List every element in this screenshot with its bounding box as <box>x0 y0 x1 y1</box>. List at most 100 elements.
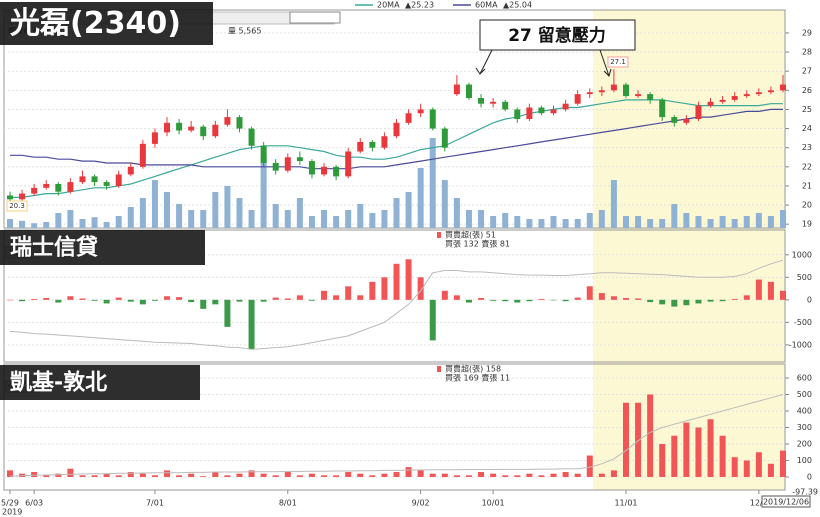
y-tick-label: 21 <box>802 181 812 190</box>
legend-value: ▲25.04 <box>503 1 532 10</box>
candle-body <box>659 99 666 118</box>
x-tick-label: 8/01 <box>279 499 297 508</box>
candle-body <box>272 162 279 171</box>
candle-body <box>502 101 509 110</box>
volume-bar <box>284 210 291 228</box>
y-tick-label: 500 <box>797 390 812 399</box>
bar <box>79 298 86 300</box>
candle-body <box>176 122 183 131</box>
x-tick-label: 6/03 <box>25 499 43 508</box>
y-tick-label: 26 <box>802 86 812 95</box>
y-tick-label: 25 <box>802 105 812 114</box>
volume-bar <box>212 192 219 228</box>
volume-bar <box>79 219 86 228</box>
candle-body <box>695 105 702 119</box>
volume-bar <box>465 210 472 228</box>
bar <box>417 277 424 300</box>
y-tick-label: 22 <box>802 162 812 171</box>
volume-bar <box>659 219 666 228</box>
bar <box>19 299 26 302</box>
candle-body <box>393 122 400 137</box>
candle-body <box>441 128 448 148</box>
date-box <box>761 495 811 508</box>
volume-bar <box>405 192 412 228</box>
bar <box>31 472 38 477</box>
volume-bar <box>200 210 207 228</box>
period-select[interactable] <box>289 11 341 24</box>
volume-bar <box>417 168 424 228</box>
bar <box>212 299 219 305</box>
panel-legend: 買張 169 賣張 11 <box>445 373 510 383</box>
candle-body <box>719 99 726 102</box>
bar <box>188 473 195 477</box>
candle-body <box>164 122 171 133</box>
bar <box>610 296 617 300</box>
y-tick-label: 20 <box>802 201 812 210</box>
bar <box>490 473 497 477</box>
candle-body <box>55 184 62 192</box>
year-label: 2019 <box>2 508 22 517</box>
volume-bar <box>164 192 171 228</box>
candle-body <box>284 157 291 171</box>
y-tick-label: -500 <box>794 318 812 327</box>
bar <box>550 473 557 477</box>
candle-body <box>321 166 328 175</box>
candle-body <box>91 176 98 183</box>
volume-bar <box>393 198 400 228</box>
volume-bar <box>743 216 750 228</box>
candle-body <box>671 117 678 123</box>
volume-bar <box>43 222 50 228</box>
volume-bar <box>610 180 617 228</box>
bar <box>67 296 74 300</box>
volume-bar <box>490 216 497 228</box>
bar <box>695 299 702 304</box>
bar <box>683 299 690 306</box>
candle-body <box>19 193 26 200</box>
volume-bar <box>514 216 521 228</box>
legend-name: 20MA <box>377 1 400 10</box>
bar <box>731 298 738 300</box>
arrow <box>475 49 493 75</box>
volume-bar <box>67 210 74 228</box>
legend-value: ▲25.23 <box>405 1 434 10</box>
bar <box>260 473 267 477</box>
bar <box>164 296 171 300</box>
candle-body <box>188 126 195 131</box>
bar <box>743 295 750 300</box>
price-tag <box>607 56 629 68</box>
candle-body <box>115 174 122 186</box>
candle-body <box>490 101 497 104</box>
volume-bar <box>127 207 134 228</box>
bar <box>417 470 424 477</box>
bar <box>79 475 86 477</box>
bar <box>465 299 472 303</box>
bar <box>164 470 171 477</box>
bar <box>502 299 509 302</box>
bar <box>284 298 291 300</box>
bar <box>333 475 340 477</box>
candle-body <box>127 166 134 175</box>
bar <box>151 299 158 301</box>
callout-box <box>479 19 636 51</box>
panel-legend: 買賣超(張) 158 <box>445 364 501 374</box>
volume-bar <box>731 219 738 228</box>
candle-body <box>514 109 521 119</box>
volume-bar <box>598 210 605 228</box>
bar <box>441 290 448 300</box>
bar <box>659 299 666 305</box>
candle-body <box>586 92 593 95</box>
bar <box>381 277 388 300</box>
x-tick-label: 10/01 <box>482 499 505 508</box>
volume-bar <box>635 216 642 228</box>
bar <box>635 298 642 300</box>
x-tick-label: 9/02 <box>412 499 430 508</box>
candle-body <box>369 141 376 148</box>
volume-bar <box>139 198 146 228</box>
bar <box>248 299 255 350</box>
volume-bar <box>767 216 774 228</box>
bar <box>453 475 460 477</box>
candle-body <box>755 92 762 95</box>
bar <box>296 295 303 300</box>
candle-body <box>562 103 569 110</box>
